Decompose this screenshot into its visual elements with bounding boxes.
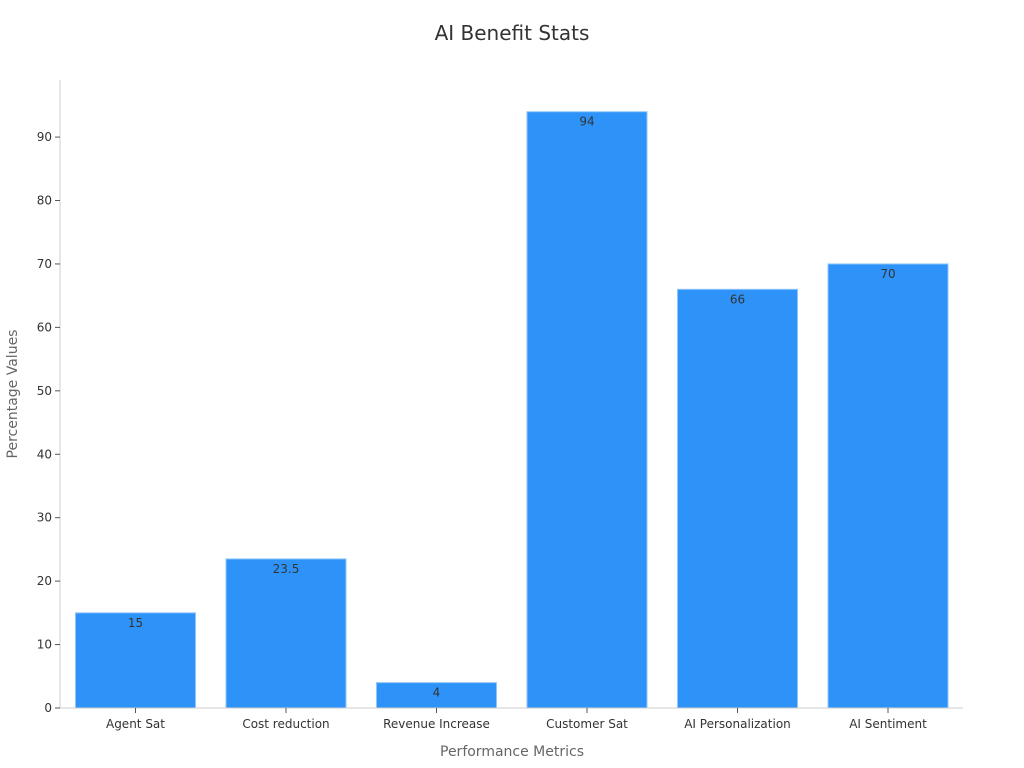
y-tick-label: 10 — [37, 638, 52, 652]
x-axis-label: Performance Metrics — [440, 744, 584, 760]
data-label: 4 — [433, 686, 441, 700]
bar — [827, 263, 949, 709]
y-axis-label: Percentage Values — [5, 330, 21, 459]
x-axis: Agent Sat Cost reduction Revenue Increase C… — [60, 707, 963, 731]
x-tick-label: AI Personalization — [684, 717, 791, 731]
data-label: 66 — [730, 292, 745, 306]
x-tick-label: Agent Sat — [106, 717, 165, 731]
y-tick-label: 70 — [37, 257, 52, 271]
y-tick-label: 20 — [37, 574, 52, 588]
y-tick-label: 0 — [44, 701, 52, 715]
y-tick-label: 40 — [37, 447, 52, 461]
chart-title: AI Benefit Stats — [435, 21, 590, 45]
data-label: 23.5 — [273, 562, 300, 576]
y-tick-label: 80 — [37, 194, 52, 208]
y-axis: 0 10 20 30 40 50 60 70 80 90 — [37, 80, 61, 715]
bar — [225, 558, 347, 709]
x-tick-label: Revenue Increase — [383, 717, 490, 731]
bar — [526, 111, 648, 709]
x-tick-label: Customer Sat — [546, 717, 628, 731]
y-tick-label: 90 — [37, 130, 52, 144]
y-tick-label: 50 — [37, 384, 52, 398]
x-tick-label: AI Sentiment — [849, 717, 927, 731]
data-label: 94 — [579, 115, 594, 129]
bars-group — [75, 111, 949, 709]
bar — [677, 288, 798, 709]
x-tick-label: Cost reduction — [242, 717, 329, 731]
data-labels-group: 15 23.5 4 94 66 70 — [128, 115, 896, 700]
y-tick-label: 60 — [37, 320, 52, 334]
y-tick-label: 30 — [37, 511, 52, 525]
data-label: 15 — [128, 616, 143, 630]
bar — [75, 612, 196, 709]
data-label: 70 — [880, 267, 895, 281]
bar — [376, 682, 497, 709]
